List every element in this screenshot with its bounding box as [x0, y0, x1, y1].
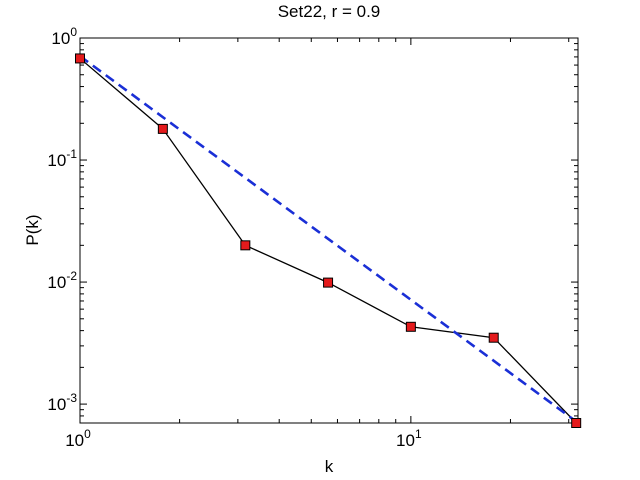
data-point-marker — [240, 240, 251, 251]
data-point-marker — [571, 418, 582, 428]
data-point-marker — [75, 53, 85, 64]
data-point-marker — [405, 321, 416, 332]
y-axis-label: P(k) — [23, 214, 42, 245]
plot-frame — [79, 37, 579, 424]
fit-dashed-line — [79, 55, 577, 423]
series-layer — [75, 53, 582, 428]
data-point-marker — [157, 123, 168, 134]
x-axis-label: k — [325, 457, 334, 476]
y-tick-label: 100 — [51, 25, 77, 48]
y-tick-label: 10-3 — [47, 391, 77, 414]
x-tick-label: 101 — [396, 427, 422, 450]
y-tick-label: 10-2 — [47, 269, 77, 292]
y-tick-label: 10-1 — [47, 147, 77, 170]
chart-title: Set22, r = 0.9 — [278, 2, 381, 21]
x-tick-label: 100 — [65, 427, 91, 450]
ticks-layer: 100 101 100 10-1 10-2 10-3 — [47, 25, 578, 450]
data-point-marker — [488, 332, 499, 343]
data-point-marker — [323, 277, 334, 288]
